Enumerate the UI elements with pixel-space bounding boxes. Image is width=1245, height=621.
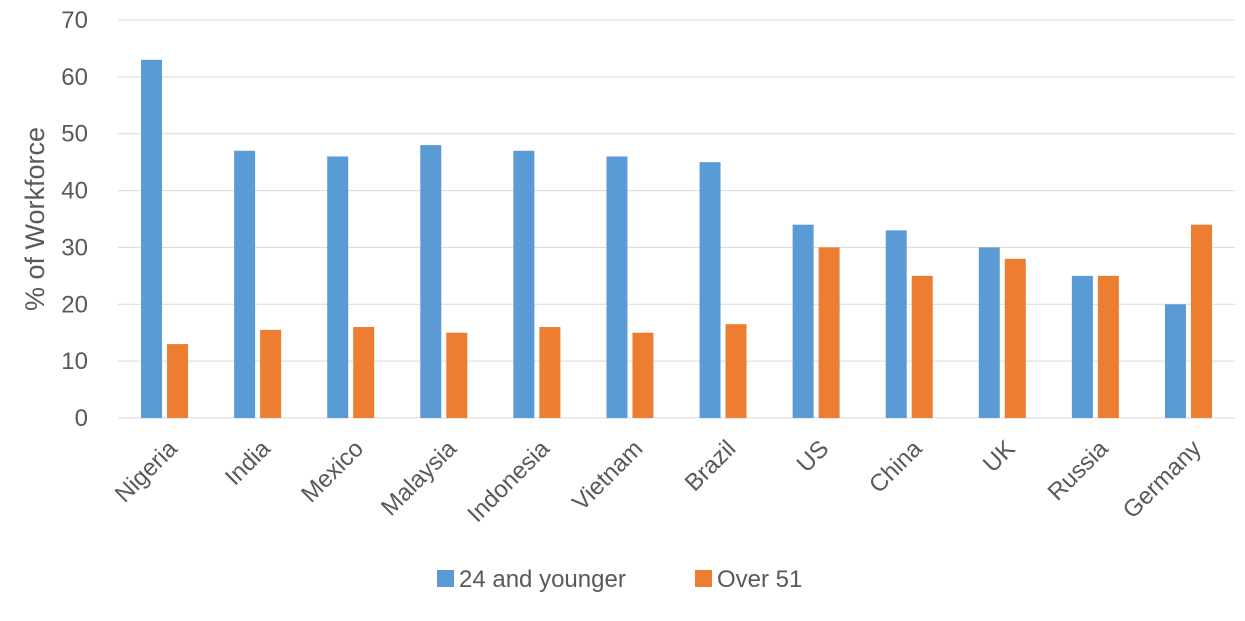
y-tick-label: 30 — [61, 234, 88, 261]
x-category-label: Brazil — [680, 435, 742, 497]
legend: 24 and younger Over 51 — [437, 566, 802, 593]
bars — [141, 59, 1212, 419]
bar-younger-uk — [978, 247, 1000, 418]
bar-over51-uk — [1004, 258, 1026, 418]
bar-younger-malaysia — [420, 145, 442, 419]
bar-over51-vietnam — [632, 332, 654, 418]
x-category-label: US — [792, 435, 835, 478]
gridlines — [118, 19, 1235, 419]
x-category-label: Nigeria — [110, 435, 183, 508]
bar-over51-brazil — [725, 324, 747, 418]
y-tick-label: 0 — [75, 405, 88, 432]
x-category-label: Vietnam — [567, 435, 648, 516]
bar-over51-russia — [1097, 275, 1119, 418]
legend-swatch — [437, 570, 454, 587]
x-category-label: Mexico — [296, 435, 369, 508]
x-category-label: Germany — [1118, 435, 1207, 524]
y-axis-title: % of Workforce — [20, 127, 50, 311]
bar-younger-nigeria — [141, 59, 163, 419]
bar-younger-russia — [1071, 275, 1093, 418]
bar-over51-mexico — [353, 327, 375, 418]
x-category-label: Malaysia — [376, 435, 463, 522]
legend-swatch — [695, 570, 712, 587]
bar-over51-us — [818, 247, 840, 418]
bar-younger-mexico — [327, 156, 349, 418]
x-axis-labels: Nigeria India Mexico Malaysia Indonesia Vietn… — [110, 435, 1207, 528]
legend-label: Over 51 — [717, 566, 802, 593]
bar-over51-indonesia — [539, 327, 561, 418]
x-category-label: China — [864, 435, 928, 499]
x-category-label: UK — [978, 435, 1021, 478]
bar-younger-vietnam — [606, 156, 628, 418]
bar-younger-india — [234, 150, 256, 418]
bar-over51-nigeria — [167, 344, 189, 418]
bar-younger-us — [792, 224, 814, 418]
y-axis-ticks: 0 10 20 30 40 50 60 70 — [61, 7, 88, 432]
y-tick-label: 10 — [61, 348, 88, 375]
bar-over51-malaysia — [446, 332, 468, 418]
y-tick-label: 40 — [61, 178, 88, 205]
y-tick-label: 60 — [61, 64, 88, 91]
x-category-label: Indonesia — [462, 435, 555, 528]
bar-younger-brazil — [699, 162, 721, 418]
bar-younger-germany — [1164, 304, 1186, 418]
bar-younger-china — [885, 230, 907, 418]
bar-over51-china — [911, 275, 933, 418]
bar-over51-india — [260, 329, 282, 418]
legend-label: 24 and younger — [459, 566, 626, 593]
bar-over51-germany — [1190, 224, 1212, 418]
y-tick-label: 20 — [61, 291, 88, 318]
y-tick-label: 50 — [61, 121, 88, 148]
bar-younger-indonesia — [513, 150, 535, 418]
x-category-label: India — [220, 435, 276, 491]
x-category-label: Russia — [1043, 435, 1114, 506]
y-tick-label: 70 — [61, 7, 88, 34]
